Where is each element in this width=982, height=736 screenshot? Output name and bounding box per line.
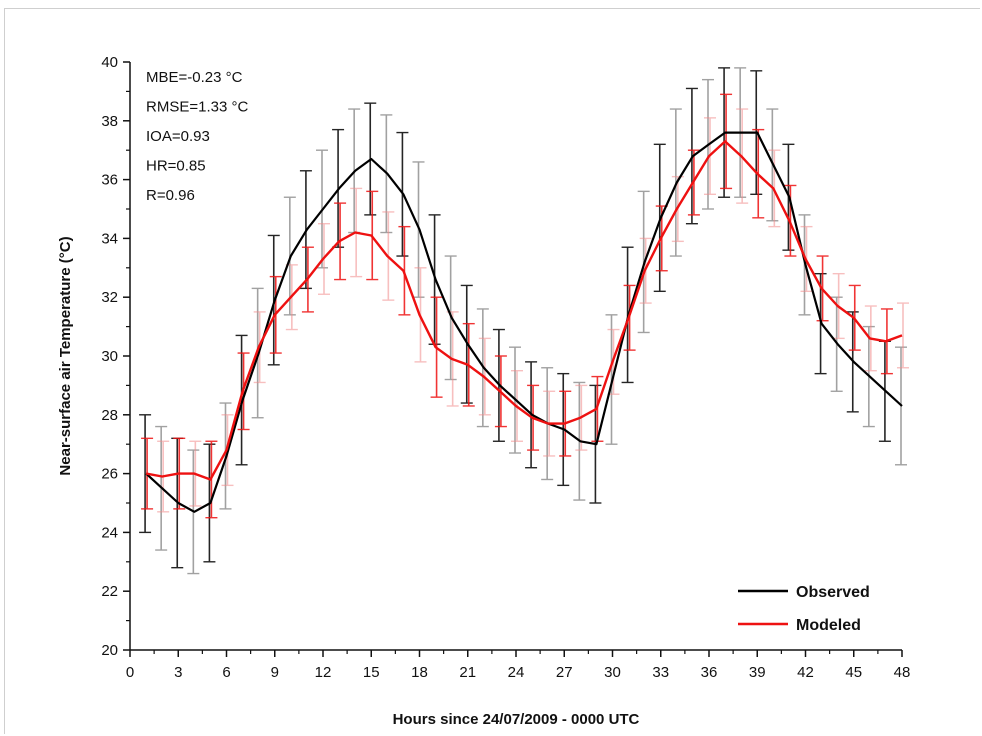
x-tick-label: 39 <box>749 664 766 681</box>
modeled-error-bar <box>897 302 909 369</box>
y-tick-label: 40 <box>101 54 118 71</box>
x-tick-label: 48 <box>894 664 911 681</box>
x-tick-label: 45 <box>845 664 862 681</box>
x-tick-label: 33 <box>652 664 669 681</box>
legend-label-modeled: Modeled <box>796 617 861 634</box>
observed-error-bar <box>139 414 152 534</box>
modeled-series-line <box>145 140 903 481</box>
x-tick-label: 6 <box>222 664 230 681</box>
y-tick-label: 24 <box>101 524 118 541</box>
y-tick-label: 26 <box>101 466 118 483</box>
statistics-annotation: MBE=-0.23 °C RMSE=1.33 °C IOA=0.93 HR=0.… <box>146 69 248 204</box>
x-tick-label: 42 <box>797 664 814 681</box>
stat-ioa: IOA=0.93 <box>146 128 210 145</box>
x-tick-label: 3 <box>174 664 182 681</box>
stat-rmse: RMSE=1.33 °C <box>146 99 248 116</box>
axes-layer <box>129 62 902 651</box>
y-tick-label: 32 <box>101 289 118 306</box>
y-tick-label: 22 <box>101 583 118 600</box>
x-ticks: 0 3 6 9 12 15 18 21 24 27 30 33 36 39 42 45 48 <box>126 650 911 681</box>
x-tick-label: 36 <box>701 664 718 681</box>
x-tick-label: 12 <box>315 664 332 681</box>
y-tick-label: 38 <box>101 113 118 130</box>
observed-series-line <box>145 131 903 513</box>
x-tick-label: 18 <box>411 664 428 681</box>
figure-frame <box>4 8 980 734</box>
series-lines-layer <box>145 131 903 513</box>
y-ticks: 20 22 24 26 28 30 32 34 36 38 40 <box>101 54 130 659</box>
x-tick-label: 0 <box>126 664 134 681</box>
x-tick-label: 30 <box>604 664 621 681</box>
error-bar-layer <box>139 67 909 575</box>
stat-mbe: MBE=-0.23 °C <box>146 69 243 86</box>
stat-r: R=0.96 <box>146 187 195 204</box>
y-axis-title: Near-surface air Temperature (°C) <box>57 236 74 475</box>
stat-hr: HR=0.85 <box>146 158 206 175</box>
legend-label-observed: Observed <box>796 584 870 601</box>
y-tick-label: 28 <box>101 407 118 424</box>
x-tick-label: 21 <box>459 664 476 681</box>
legend: Observed Modeled <box>738 584 870 634</box>
x-tick-label: 15 <box>363 664 380 681</box>
x-tick-label: 27 <box>556 664 573 681</box>
x-axis-title: Hours since 24/07/2009 - 0000 UTC <box>393 711 640 728</box>
x-tick-label: 9 <box>271 664 279 681</box>
x-tick-label: 24 <box>508 664 525 681</box>
y-tick-label: 34 <box>101 230 118 247</box>
y-tick-label: 20 <box>101 642 118 659</box>
y-tick-label: 30 <box>101 348 118 365</box>
y-tick-label: 36 <box>101 172 118 189</box>
